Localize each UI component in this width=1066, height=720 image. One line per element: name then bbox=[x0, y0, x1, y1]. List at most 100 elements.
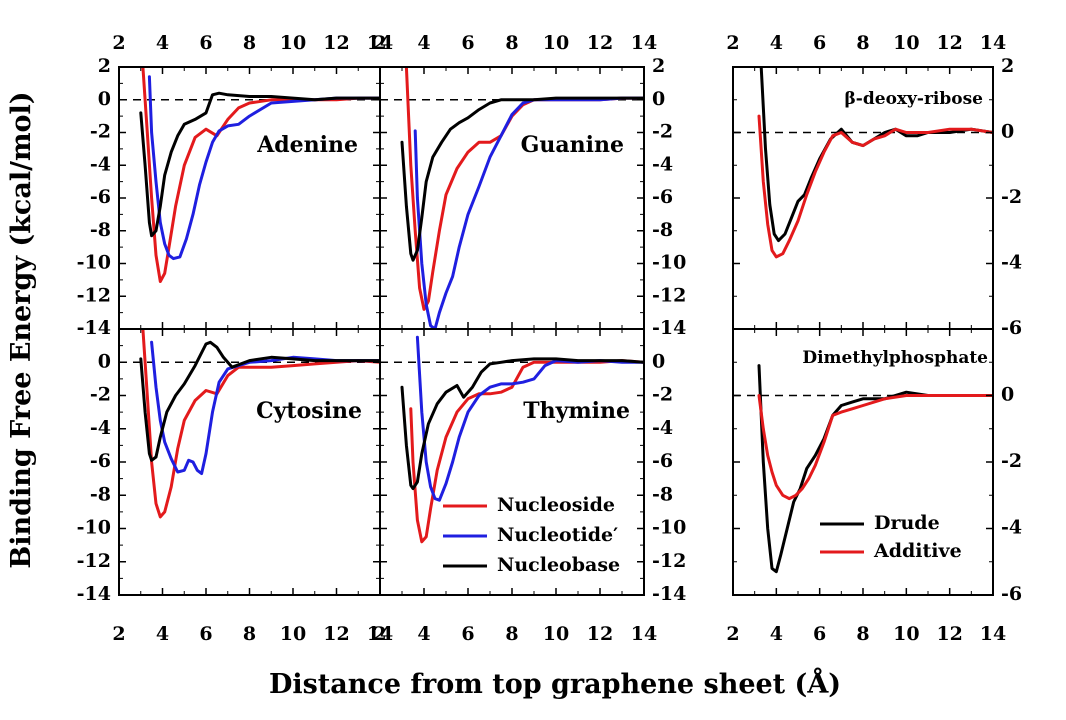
deoxy-ribose-panel-title: β-deoxy-ribose bbox=[845, 89, 984, 109]
guanine-panel-title: Guanine bbox=[521, 132, 624, 158]
dimethylphosphate-bottom-tick-label: 10 bbox=[893, 623, 919, 645]
y-axis-title: Binding Free Energy (kcal/mol) bbox=[6, 91, 37, 568]
x-axis-title: Distance from top graphene sheet (Å) bbox=[269, 666, 841, 700]
adenine-left-tick-label: -8 bbox=[90, 219, 111, 241]
legend-right-item-label: Additive bbox=[873, 540, 962, 562]
adenine-top-tick-label: 2 bbox=[112, 32, 125, 54]
dimethylphosphate-right-tick-label: -2 bbox=[1001, 450, 1022, 472]
guanine-top-tick-label: 14 bbox=[631, 32, 657, 54]
thymine-right-tick-label: -14 bbox=[652, 583, 686, 605]
cytosine-left-tick-label: -8 bbox=[90, 483, 111, 505]
guanine-right-tick-label: -8 bbox=[652, 219, 673, 241]
dimethylphosphate-bottom-tick-label: 2 bbox=[726, 623, 739, 645]
cytosine-bottom-tick-label: 8 bbox=[243, 623, 256, 645]
legend-left-item-label: Nucleobase bbox=[497, 554, 620, 576]
cytosine-frame bbox=[118, 328, 381, 596]
adenine-nucleobase-line bbox=[139, 91, 380, 238]
cytosine-panel-title: Cytosine bbox=[256, 398, 362, 424]
thymine-right-tick-label: -6 bbox=[652, 450, 673, 472]
thymine-right-tick-label: -4 bbox=[652, 417, 673, 439]
cytosine-bottom-tick-label: 12 bbox=[323, 623, 349, 645]
adenine-top-tick-label: 12 bbox=[323, 32, 349, 54]
guanine-right-tick-label: 2 bbox=[652, 55, 665, 77]
adenine-left-tick-label: -4 bbox=[90, 153, 111, 175]
thymine-bottom-tick-label: 2 bbox=[373, 623, 386, 645]
cytosine-left-tick-label: -14 bbox=[77, 583, 111, 605]
adenine-top-tick-label: 8 bbox=[243, 32, 256, 54]
adenine-left-tick-label: 0 bbox=[98, 88, 111, 110]
adenine-left-tick-label: -6 bbox=[90, 186, 111, 208]
cytosine-left-tick-label: 0 bbox=[98, 350, 111, 372]
adenine-top-tick-label: 14 bbox=[367, 32, 393, 54]
deoxy-ribose-top-tick-label: 2 bbox=[726, 32, 739, 54]
cytosine-nucleobase-line bbox=[139, 340, 380, 462]
cytosine-bottom-tick-label: 10 bbox=[280, 623, 306, 645]
deoxy-ribose-right-tick-label: 0 bbox=[1001, 121, 1014, 143]
thymine-bottom-tick-label: 14 bbox=[631, 623, 657, 645]
legend-left-item-label: Nucleoside bbox=[497, 494, 615, 516]
thymine-right-tick-label: -12 bbox=[652, 550, 686, 572]
dimethylphosphate-right-tick-label: -6 bbox=[1001, 583, 1022, 605]
deoxy-ribose-top-tick-label: 6 bbox=[813, 32, 826, 54]
deoxy-ribose-top-tick-label: 14 bbox=[980, 32, 1006, 54]
adenine-nucleotide-line bbox=[147, 75, 380, 261]
deoxy-ribose-right-tick-label: -4 bbox=[1001, 252, 1022, 274]
thymine-bottom-tick-label: 12 bbox=[587, 623, 613, 645]
thymine-bottom-tick-label: 10 bbox=[543, 623, 569, 645]
cytosine-bottom-tick-label: 6 bbox=[199, 623, 212, 645]
legend-right-item-label: Drude bbox=[874, 512, 940, 534]
cytosine-nucleotide-line bbox=[150, 340, 380, 476]
guanine-top-tick-label: 10 bbox=[543, 32, 569, 54]
cytosine-left-tick-label: -2 bbox=[90, 384, 111, 406]
dimethylphosphate-drude-line bbox=[757, 364, 993, 574]
thymine-bottom-tick-label: 6 bbox=[461, 623, 474, 645]
cytosine-nucleoside-line bbox=[141, 329, 380, 519]
dimethylphosphate-bottom-tick-label: 12 bbox=[936, 623, 962, 645]
dimethylphosphate-additive-line bbox=[757, 394, 993, 501]
guanine-top-tick-label: 6 bbox=[461, 32, 474, 54]
deoxy-ribose-additive-line bbox=[757, 114, 993, 259]
guanine-right-tick-label: 0 bbox=[652, 88, 665, 110]
deoxy-ribose-top-tick-label: 4 bbox=[770, 32, 783, 54]
cytosine-left-tick-label: -10 bbox=[77, 517, 111, 539]
deoxy-ribose-top-tick-label: 12 bbox=[936, 32, 962, 54]
guanine-nucleotide-line bbox=[413, 96, 644, 329]
legend-nucleic: Nucleoside Nucleotide′ Nucleobase bbox=[443, 494, 620, 576]
thymine-panel-title: Thymine bbox=[523, 398, 630, 424]
guanine-right-tick-label: -2 bbox=[652, 121, 673, 143]
thymine-nucleotide-line bbox=[415, 335, 644, 502]
deoxy-ribose-top-tick-label: 8 bbox=[856, 32, 869, 54]
deoxy-ribose-right-tick-label: -6 bbox=[1001, 317, 1022, 339]
legend-forcefield: Drude Additive bbox=[820, 512, 962, 562]
dimethylphosphate-bottom-tick-label: 4 bbox=[770, 623, 783, 645]
dimethylphosphate-bottom-tick-label: 8 bbox=[856, 623, 869, 645]
adenine-top-tick-label: 10 bbox=[280, 32, 306, 54]
guanine-top-tick-label: 4 bbox=[417, 32, 430, 54]
deoxy-ribose-right-tick-label: -2 bbox=[1001, 186, 1022, 208]
guanine-nucleobase-line bbox=[400, 96, 644, 262]
cytosine-left-tick-label: -4 bbox=[90, 417, 111, 439]
adenine-left-tick-label: -2 bbox=[90, 121, 111, 143]
guanine-right-tick-label: -10 bbox=[652, 252, 686, 274]
adenine-left-tick-label: -12 bbox=[77, 284, 111, 306]
dimethylphosphate-right-tick-label: -4 bbox=[1001, 517, 1022, 539]
dimethylphosphate-bottom-tick-label: 6 bbox=[813, 623, 826, 645]
thymine-bottom-tick-label: 8 bbox=[505, 623, 518, 645]
adenine-left-tick-label: 2 bbox=[98, 55, 111, 77]
dimethylphosphate-right-tick-label: 0 bbox=[1001, 384, 1014, 406]
curves-layer bbox=[119, 67, 993, 574]
thymine-bottom-tick-label: 4 bbox=[417, 623, 430, 645]
adenine-panel-title: Adenine bbox=[256, 132, 358, 158]
cytosine-left-tick-label: -12 bbox=[77, 550, 111, 572]
cytosine-left-tick-label: -6 bbox=[90, 450, 111, 472]
guanine-top-tick-label: 8 bbox=[505, 32, 518, 54]
cytosine-bottom-tick-label: 2 bbox=[112, 623, 125, 645]
guanine-top-tick-label: 2 bbox=[373, 32, 386, 54]
guanine-right-tick-label: -14 bbox=[652, 317, 686, 339]
deoxy-ribose-top-tick-label: 10 bbox=[893, 32, 919, 54]
dimethylphosphate-bottom-tick-label: 14 bbox=[980, 623, 1006, 645]
thymine-right-tick-label: 0 bbox=[652, 350, 665, 372]
adenine-top-tick-label: 4 bbox=[156, 32, 169, 54]
